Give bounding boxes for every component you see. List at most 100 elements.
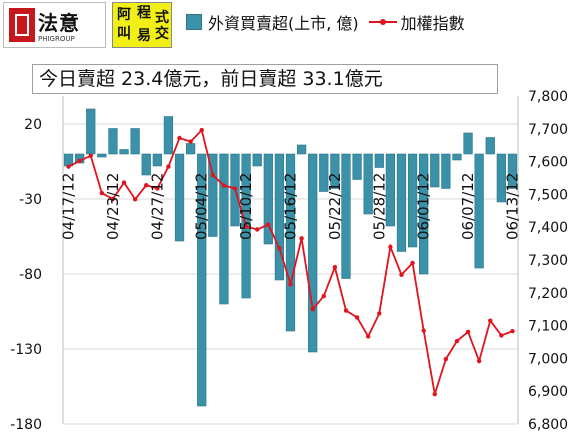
y-left-tick-label: 20 <box>24 117 42 133</box>
line-point <box>354 315 360 320</box>
bar <box>330 153 340 189</box>
bar <box>174 153 185 242</box>
bar <box>385 153 396 227</box>
line-point <box>210 172 216 178</box>
bar <box>308 153 318 353</box>
line-point <box>155 186 160 191</box>
line-point <box>432 391 437 397</box>
line-point <box>388 244 393 250</box>
bar <box>296 144 307 155</box>
bar <box>396 153 407 252</box>
x-axis-labels: 04/17/12 04/23/12 04/27/12 05/04/12 05/10/12… <box>60 173 522 240</box>
legend-line-label: 加權指數 <box>400 14 465 33</box>
line-point <box>177 135 182 141</box>
line-point <box>255 227 260 232</box>
bar <box>130 128 140 155</box>
line-point <box>510 328 515 334</box>
line-point <box>132 197 138 202</box>
net-sell-banner: 今日賣超 23.4億元，前日賣超 33.1億元 <box>32 64 498 94</box>
y-right-tick-label: 7,200 <box>528 286 568 302</box>
line-point <box>421 328 426 333</box>
bar <box>119 149 129 155</box>
bar <box>374 153 384 168</box>
line-point <box>332 265 338 270</box>
x-tick-label: 06/13/12 <box>504 173 522 240</box>
line-series <box>66 127 515 397</box>
y-right-tick-label: 6,800 <box>528 417 568 433</box>
line-point <box>443 356 449 362</box>
bar <box>496 153 506 203</box>
logo-char: 阿 <box>117 7 131 23</box>
bar <box>507 153 518 189</box>
x-tick-label: 06/01/12 <box>415 173 433 240</box>
phigroup-logo: 法意 PHIGROUP <box>3 2 106 48</box>
bar <box>152 153 162 167</box>
legend-bar-swatch <box>186 14 202 30</box>
y-left-tick-label: -80 <box>19 267 42 283</box>
line-point <box>377 311 382 316</box>
y-right-tick-label: 7,300 <box>528 253 568 269</box>
logo-char: 式 <box>155 10 169 26</box>
logo-char: 程 <box>137 5 151 21</box>
logo-brand-sub: PHIGROUP <box>38 35 75 43</box>
line-point <box>188 139 193 144</box>
line-point <box>410 260 415 266</box>
x-tick-label: 06/07/12 <box>459 173 477 240</box>
program-trading-logo: 阿 程 式 叫 易 交 <box>112 2 172 48</box>
bar <box>407 153 418 248</box>
bar <box>285 153 296 332</box>
bar <box>441 153 451 189</box>
y-axis-left: 20 -30 -80 -130 -180 <box>10 117 42 433</box>
bar <box>463 132 473 155</box>
bar-series <box>63 108 518 407</box>
bar <box>419 153 429 275</box>
line-point <box>166 164 171 169</box>
line-point <box>243 224 249 229</box>
y-left-tick-label: -30 <box>19 192 42 208</box>
logo-char: 易 <box>137 28 151 44</box>
x-tick-label: 04/27/12 <box>148 173 166 240</box>
bar <box>430 153 440 188</box>
bar <box>108 128 118 155</box>
bar <box>86 108 96 155</box>
y-left-tick-label: -180 <box>10 417 42 433</box>
line-point <box>144 183 149 188</box>
legend-line-swatch <box>368 14 397 30</box>
bar <box>219 153 229 305</box>
seal-icon <box>9 8 35 42</box>
line-point <box>66 164 71 169</box>
line-point <box>99 190 105 196</box>
line-point <box>499 333 504 338</box>
bar <box>341 153 351 279</box>
y-right-tick-label: 7,600 <box>528 155 568 171</box>
y-right-tick-label: 7,400 <box>528 220 568 236</box>
bar <box>363 153 373 215</box>
line-point <box>277 245 282 251</box>
logo-brand-name: 法意 <box>38 11 80 35</box>
y-right-tick-label: 7,500 <box>528 187 568 203</box>
x-tick-label: 05/22/12 <box>326 173 344 240</box>
bar <box>474 153 484 269</box>
y-right-tick-label: 7,700 <box>528 122 568 138</box>
line-point <box>266 222 271 227</box>
line-point <box>476 358 482 364</box>
bar <box>319 153 329 192</box>
x-tick-label: 05/04/12 <box>193 173 211 240</box>
bar <box>208 153 218 237</box>
line-point <box>299 236 304 241</box>
line-point <box>199 127 204 133</box>
legend-bar-label: 外資買賣超(上市, 億) <box>208 14 359 33</box>
y-right-tick-label: 7,800 <box>528 89 568 105</box>
line-point <box>488 318 493 323</box>
line-point <box>110 196 116 202</box>
x-tick-label: 05/16/12 <box>282 173 300 240</box>
chart-legend: 外資買賣超(上市, 億) 加權指數 <box>186 10 465 34</box>
bar <box>485 137 495 155</box>
line-point <box>465 329 471 335</box>
bar <box>452 153 462 161</box>
bar <box>197 153 207 407</box>
logo-char: 叫 <box>117 26 131 42</box>
y-right-tick-label: 6,900 <box>528 384 568 400</box>
bar <box>263 153 273 245</box>
line-point <box>88 153 93 158</box>
